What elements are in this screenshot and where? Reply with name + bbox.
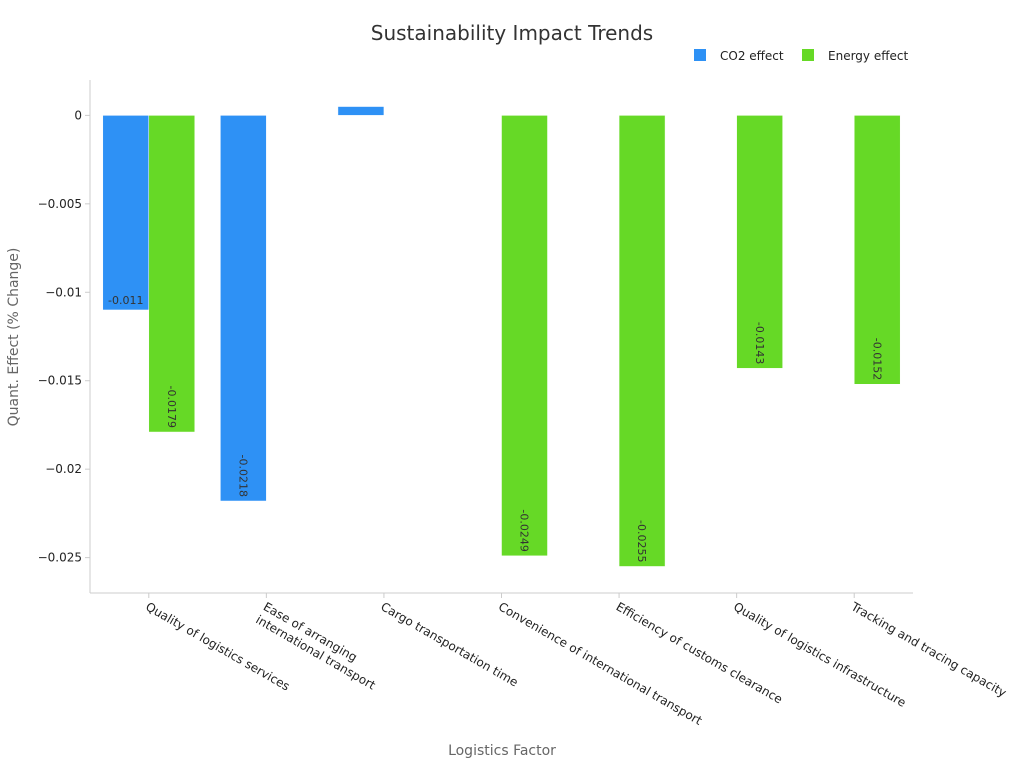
bar-energy-effect-4 <box>618 115 666 567</box>
legend: CO2 effect Energy effect <box>694 49 908 63</box>
y-tick-label: −0.01 <box>45 285 82 299</box>
bar-co2-effect-1 <box>220 115 267 502</box>
y-tick-label: −0.025 <box>38 551 82 565</box>
bar-value-label: -0.0255 <box>635 520 648 562</box>
x-tick-label-line: Convenience of international transport <box>496 599 705 728</box>
bar-value-label: -0.0249 <box>518 509 531 551</box>
chart-title: Sustainability Impact Trends <box>371 21 653 45</box>
bar-labels: -0.011 -0.0218 -0.0179 -0.0249 -0.0255 -0.014… <box>108 294 883 563</box>
y-ticks: 0 −0.005 −0.01 −0.015 −0.02 −0.025 <box>38 108 90 565</box>
y-tick-label: −0.02 <box>45 462 82 476</box>
bar-energy-effect-5 <box>736 115 783 369</box>
bar-value-label: -0.0218 <box>237 455 250 497</box>
legend-label: Energy effect <box>828 49 908 63</box>
bar-co2-effect-2 <box>337 106 385 116</box>
bars <box>102 106 901 567</box>
x-tick-label: Convenience of international transport <box>496 599 705 728</box>
bar-value-label: -0.0179 <box>165 386 178 428</box>
bar-energy-effect-0 <box>148 115 196 433</box>
y-tick-label: −0.015 <box>38 374 82 388</box>
bar-value-label: -0.0143 <box>753 322 766 364</box>
y-tick-label: −0.005 <box>38 197 82 211</box>
bar-value-label: -0.0152 <box>870 338 883 380</box>
legend-swatch <box>694 49 706 61</box>
bar-co2-effect-0 <box>102 115 150 311</box>
bar-energy-effect-6 <box>853 115 901 385</box>
y-tick-label: 0 <box>74 108 82 122</box>
y-axis-title: Quant. Effect (% Change) <box>6 248 22 427</box>
bar-value-label: -0.011 <box>108 294 143 307</box>
x-axis-title: Logistics Factor <box>448 743 556 759</box>
bar-energy-effect-3 <box>501 115 548 557</box>
legend-swatch <box>802 49 814 61</box>
legend-label: CO2 effect <box>720 49 784 63</box>
